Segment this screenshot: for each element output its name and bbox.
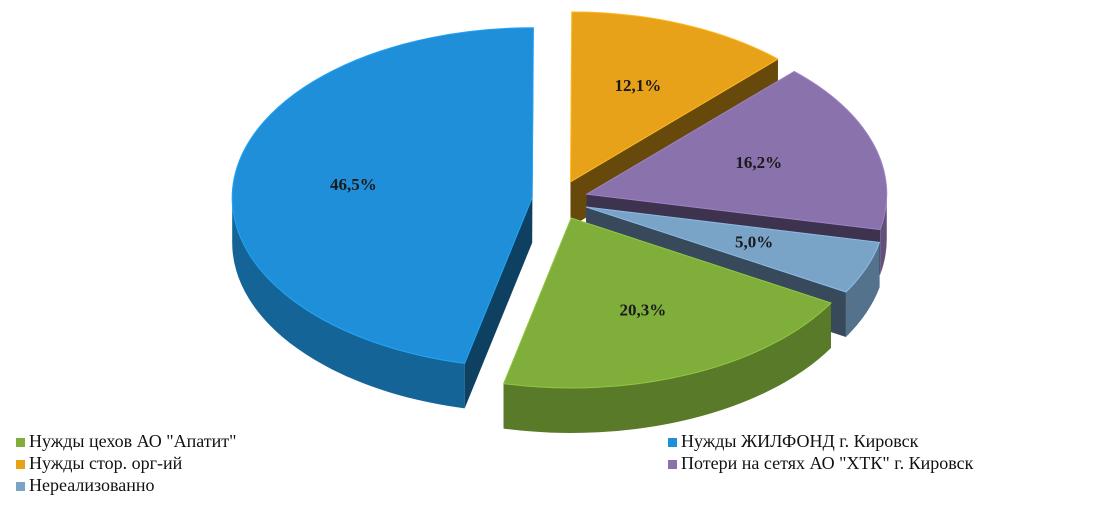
data-label: 12,1% (615, 76, 662, 95)
legend-swatch (16, 460, 25, 469)
legend-label: Нужды стор. орг-ий (29, 453, 183, 473)
legend-swatch (16, 438, 25, 447)
slice-wall (232, 197, 465, 409)
data-label: 16,2% (735, 153, 782, 172)
slice: 46,5% (231, 27, 534, 409)
legend-swatch (668, 438, 677, 447)
slice-top (569, 11, 779, 183)
data-label: 46,5% (330, 175, 377, 194)
slice-wall (503, 302, 831, 433)
legend-label: Потери на сетях АО "ХТК" г. Кировск (681, 453, 974, 473)
slice-top (502, 217, 832, 389)
legend-label: Нереализованно (29, 475, 154, 495)
data-label: 20,3% (620, 300, 667, 319)
data-label: 5,0% (735, 233, 773, 252)
slice-side (464, 197, 533, 409)
legend-swatch (16, 482, 25, 491)
slice: 16,2% (585, 70, 888, 275)
legend-swatch (668, 460, 677, 469)
slice-top (585, 70, 888, 231)
slice-top (585, 206, 881, 293)
slice-top (231, 27, 534, 364)
slice: 20,3% (502, 217, 832, 433)
slice-wall (845, 242, 880, 338)
legend-label: Нужды ЖИЛФОНД г. Кировск (681, 431, 919, 451)
legend-label: Нужды цехов АО "Апатит" (29, 431, 236, 451)
